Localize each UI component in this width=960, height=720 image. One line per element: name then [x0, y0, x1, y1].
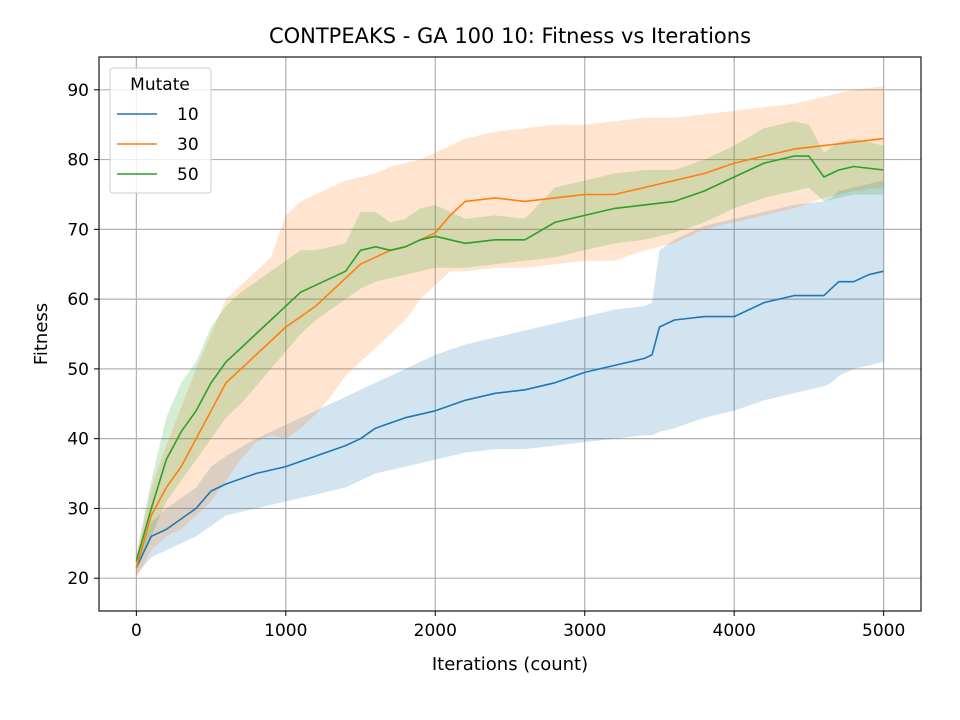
- legend-label-50: 50: [177, 165, 199, 185]
- series-10-line: [135, 270, 884, 569]
- legend-label-30: 30: [177, 135, 199, 155]
- legend-entries: 10 30 50: [117, 105, 199, 185]
- line-layer: [135, 137, 884, 569]
- y-tick-label: 90: [67, 81, 89, 101]
- plot-frame: [98, 56, 922, 612]
- series-10-confidence-band: [136, 180, 884, 575]
- y-tick-label: 40: [67, 430, 89, 450]
- y-axis-label: Fitness: [31, 303, 52, 365]
- grid-layer: [99, 57, 921, 611]
- band-layer: [136, 86, 884, 579]
- x-tick-label: 0: [131, 621, 142, 641]
- legend-label-10: 10: [177, 105, 199, 125]
- x-tick-label: 5000: [862, 621, 905, 641]
- series-50-line: [135, 155, 884, 562]
- series-30-confidence-band: [136, 86, 884, 579]
- x-axis-label: Iterations (count): [432, 654, 588, 675]
- x-tick-label: 3000: [563, 621, 606, 641]
- chart-title: CONTPEAKS - GA 100 10: Fitness vs Iterat…: [269, 24, 751, 48]
- x-tick-label: 1000: [264, 621, 307, 641]
- y-tick-label: 50: [67, 360, 89, 380]
- legend-title: Mutate: [130, 75, 190, 95]
- x-tick-label: 2000: [414, 621, 457, 641]
- y-tick-label: 20: [67, 569, 89, 589]
- legend: Mutate 10 30 50: [109, 67, 212, 194]
- y-tick-label: 30: [67, 499, 89, 519]
- y-tick-label: 80: [67, 151, 89, 171]
- legend-box: [109, 67, 212, 194]
- tick-layer: 0 1000 2000 3000 4000 5000 20 30 40 50 60 70 80 90: [67, 81, 905, 641]
- series-50-confidence-band: [136, 121, 884, 568]
- x-tick-label: 4000: [713, 621, 756, 641]
- y-tick-label: 60: [67, 290, 89, 310]
- y-tick-label: 70: [67, 220, 89, 240]
